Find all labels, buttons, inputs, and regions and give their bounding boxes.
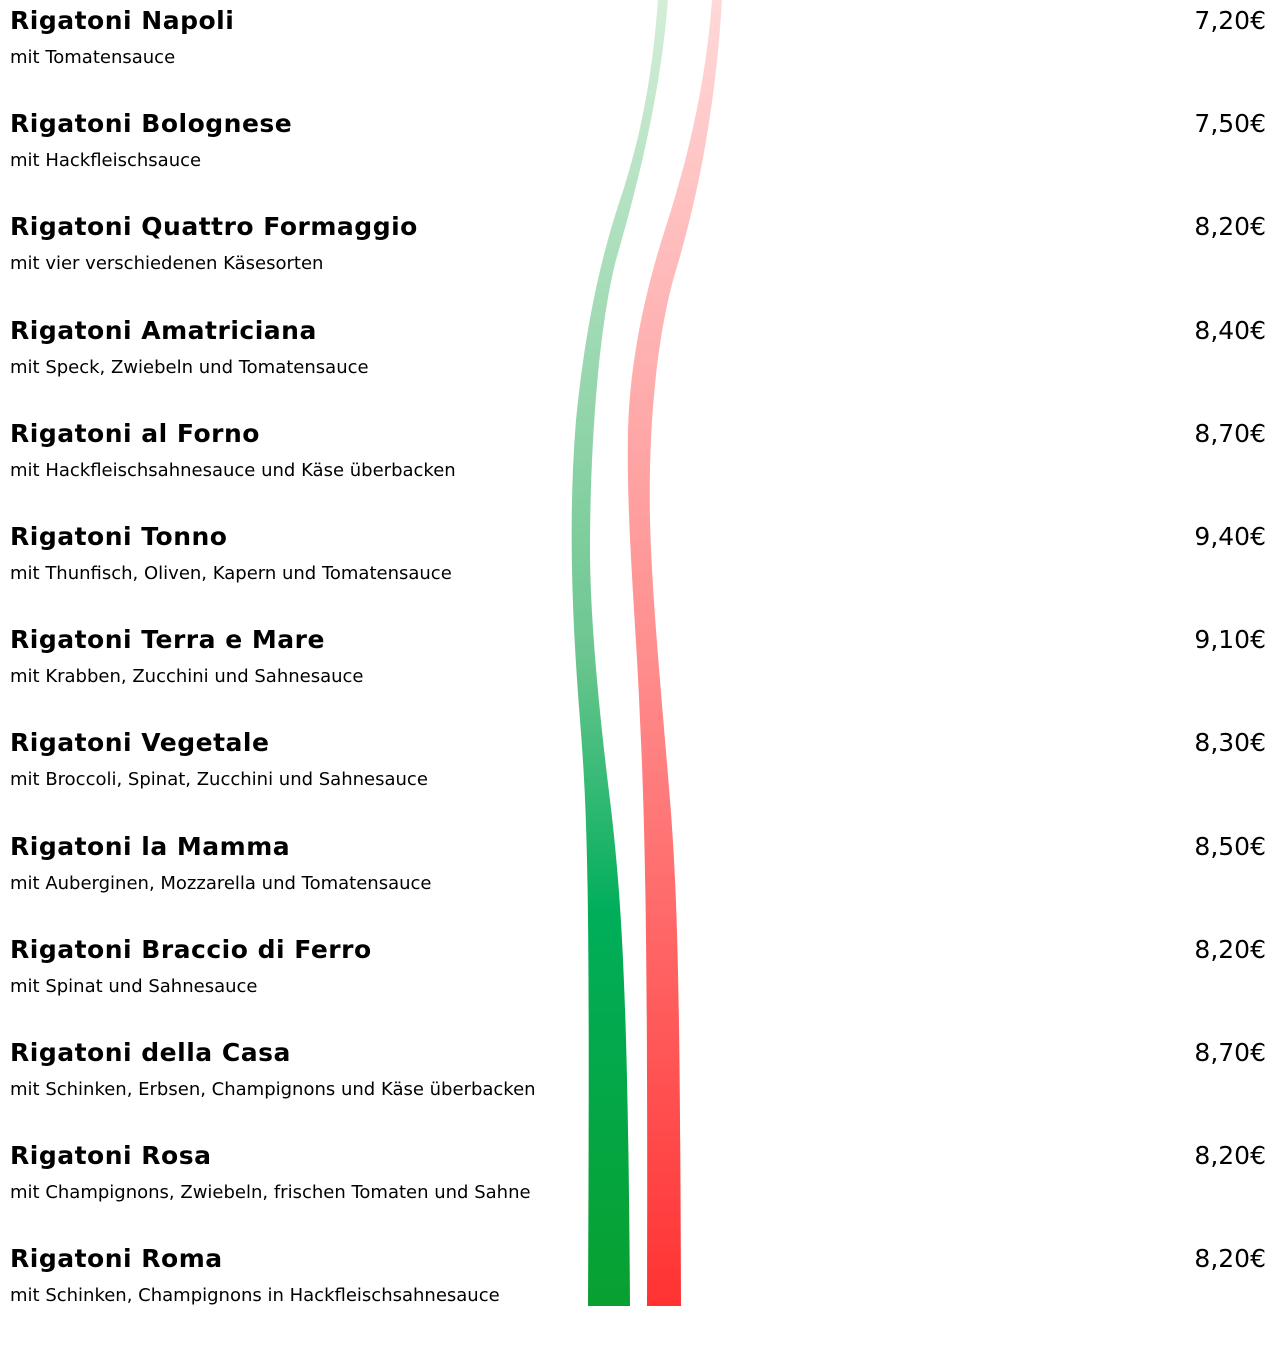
item-description: mit Thunfisch, Oliven, Kapern und Tomate…	[10, 562, 452, 584]
item-price: 8,20€	[1194, 1141, 1266, 1171]
flag-stripes	[571, 0, 722, 1306]
item-price: 7,50€	[1194, 109, 1266, 139]
item-description: mit Hackfleischsahnesauce und Käse überb…	[10, 459, 456, 481]
item-price: 8,70€	[1194, 1037, 1266, 1067]
item-name: Rigatoni Braccio di Ferro	[10, 934, 372, 964]
menu-item: Rigatoni al Forno mit Hackfleischsahnesau…	[0, 417, 1279, 520]
item-description: mit Auberginen, Mozzarella und Tomatensa…	[10, 872, 432, 894]
item-price: 8,20€	[1194, 934, 1266, 964]
item-description: mit Hackfleischsauce	[10, 150, 202, 172]
item-price: 8,30€	[1194, 728, 1266, 758]
item-price: 9,40€	[1194, 521, 1266, 551]
menu-list: Rigatoni Napoli mit Tomatensauce 7,20€ Riga…	[0, 4, 1279, 1345]
item-name: Rigatoni Tonno	[10, 521, 228, 551]
item-name: Rigatoni al Forno	[10, 418, 260, 448]
menu-item: Rigatoni Roma mit Schinken, Champignons i…	[0, 1242, 1279, 1345]
menu-item: Rigatoni Bolognese mit Hackfleischsauce 7,…	[0, 107, 1279, 210]
item-description: mit Schinken, Champignons in Hackfleisch…	[10, 1285, 500, 1307]
menu-item: Rigatoni Braccio di Ferro mit Spinat und …	[0, 933, 1279, 1036]
menu-item: Rigatoni Tonno mit Thunfisch, Oliven, Kap…	[0, 520, 1279, 623]
item-price: 8,70€	[1194, 418, 1266, 448]
item-name: Rigatoni Quattro Formaggio	[10, 212, 418, 242]
item-price: 8,20€	[1194, 212, 1266, 242]
item-name: Rigatoni Bolognese	[10, 109, 293, 139]
item-name: Rigatoni Amatriciana	[10, 315, 317, 345]
item-description: mit Spinat und Sahnesauce	[10, 975, 258, 997]
item-description: mit Speck, Zwiebeln und Tomatensauce	[10, 356, 369, 378]
item-price: 8,50€	[1194, 831, 1266, 861]
item-price: 8,40€	[1194, 315, 1266, 345]
item-name: Rigatoni Rosa	[10, 1141, 212, 1171]
item-price: 8,20€	[1194, 1244, 1266, 1274]
item-name: Rigatoni della Casa	[10, 1037, 291, 1067]
item-description: mit Tomatensauce	[10, 47, 176, 68]
menu-page: {"items": [ {"name": "Rigatoni Napoli", …	[10, 0, 1266, 1307]
item-name: Rigatoni Terra e Mare	[10, 625, 325, 655]
item-description: mit Broccoli, Spinat, Zucchini und Sahne…	[10, 769, 428, 791]
item-description: mit Champignons, Zwiebeln, frischen Toma…	[10, 1182, 531, 1204]
item-name: Rigatoni Vegetale	[10, 728, 270, 758]
menu-item: Rigatoni Napoli mit Tomatensauce 7,20€	[0, 4, 1279, 107]
menu-item: Rigatoni Rosa mit Champignons, Zwiebeln, …	[0, 1139, 1279, 1242]
item-name: Rigatoni la Mamma	[10, 831, 291, 861]
item-description: mit Krabben, Zucchini und Sahnesauce	[10, 666, 364, 688]
green-stripe	[571, 0, 668, 1306]
item-description: mit Schinken, Erbsen, Champignons und Kä…	[10, 1078, 536, 1100]
item-name: Rigatoni Napoli	[10, 6, 235, 35]
menu-item: Rigatoni Vegetale mit Broccoli, Spinat, Z…	[0, 726, 1279, 829]
item-price: 9,10€	[1194, 625, 1266, 655]
item-price: 7,20€	[1194, 6, 1266, 35]
menu-item: Rigatoni Terra e Mare mit Krabben, Zucchi…	[0, 623, 1279, 726]
item-name: Rigatoni Roma	[10, 1244, 223, 1274]
item-description: mit vier verschiedenen Käsesorten	[10, 253, 324, 275]
menu-item: Rigatoni la Mamma mit Auberginen, Mozzare…	[0, 830, 1279, 933]
red-stripe	[627, 0, 722, 1306]
menu-item: Rigatoni della Casa mit Schinken, Erbsen,…	[0, 1036, 1279, 1139]
menu-item: Rigatoni Amatriciana mit Speck, Zwiebeln …	[0, 314, 1279, 417]
menu-item: Rigatoni Quattro Formaggio mit vier versc…	[0, 210, 1279, 313]
